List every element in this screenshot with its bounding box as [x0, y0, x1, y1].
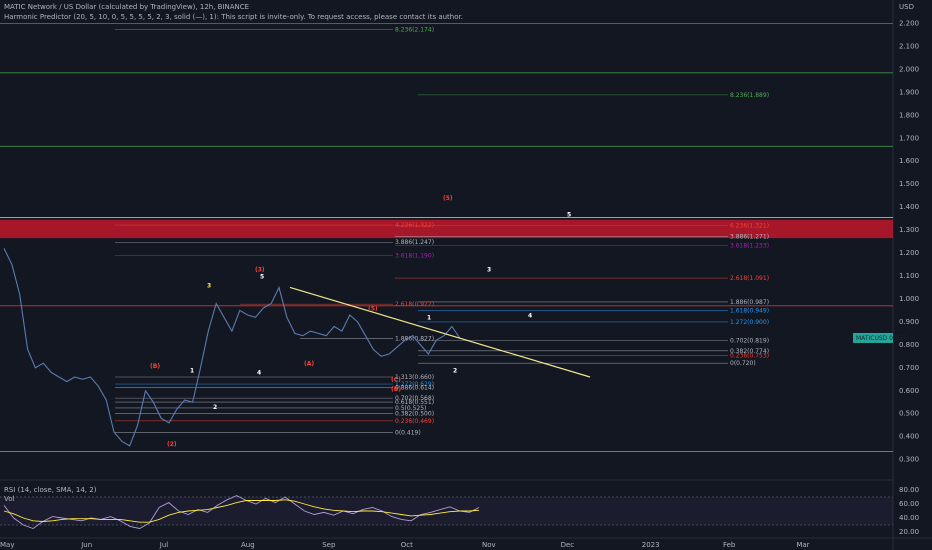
- fib-label: 3.886(1.247): [395, 239, 434, 246]
- fib-label: 1.618(0.949): [730, 308, 769, 315]
- fib-label: 6.236(1.321): [730, 222, 769, 229]
- fib-label: 8.236(1.889): [730, 92, 769, 99]
- fib-label: 0.702(0.568): [395, 395, 434, 402]
- resistance-zone: [0, 219, 893, 239]
- rsi-label: RSI (14, close, SMA, 14, 2): [4, 486, 97, 494]
- fib-label: 3.886(1.271): [730, 234, 769, 241]
- y-tick-label: 0.900: [899, 318, 919, 326]
- wave-label: 1: [190, 367, 194, 374]
- rsi-tick-label: 40.00: [899, 514, 919, 522]
- y-tick-label: 1.800: [899, 111, 919, 119]
- fib-label: 1.272(0.629): [395, 381, 434, 388]
- y-tick-label: 0.800: [899, 341, 919, 349]
- rsi-panel-title: RSI (14, close, SMA, 14, 2) Vol: [4, 486, 96, 504]
- wave-label: (C): [391, 377, 401, 384]
- rsi-tick-label: 80.00: [899, 486, 919, 494]
- wave-label: 2: [453, 367, 457, 374]
- fib-label: 0.618(0.551): [395, 399, 434, 406]
- last-price-tag: [853, 332, 893, 343]
- y-tick-label: 1.600: [899, 157, 919, 165]
- y-tick-label: 0.500: [899, 410, 919, 418]
- wave-label: (B): [150, 363, 160, 370]
- x-tick-label: Jul: [159, 541, 169, 549]
- rsi-tick-label: 60.00: [899, 500, 919, 508]
- x-tick-label: Aug: [241, 541, 255, 549]
- fib-label: 2.618(1.091): [730, 275, 769, 282]
- y-tick-label: 1.300: [899, 226, 919, 234]
- wave-label: 4: [528, 312, 532, 319]
- wave-label: (3): [255, 266, 265, 273]
- wave-label: (5): [443, 195, 453, 202]
- fib-label: 3.618(1.233): [730, 242, 769, 249]
- fib-label: 8.236(2.174): [395, 26, 434, 33]
- wave-label: 1: [427, 315, 431, 322]
- y-tick-label: 1.100: [899, 272, 919, 280]
- wave-label: 3: [487, 266, 491, 273]
- rsi-band: [0, 497, 893, 525]
- wave-label: 2: [213, 404, 217, 411]
- fib-label: 0.886(0.614): [395, 385, 434, 392]
- y-tick-label: 2.200: [899, 19, 919, 27]
- x-tick-label: Oct: [401, 541, 413, 549]
- rsi-tick-label: 20.00: [899, 528, 919, 536]
- rsi-ma-line: [3, 499, 480, 523]
- chart-header: MATIC Network / US Dollar (calculated by…: [4, 2, 463, 22]
- x-tick-label: Feb: [723, 541, 736, 549]
- fib-label: 0.236(0.469): [395, 418, 434, 425]
- x-tick-label: Nov: [482, 541, 496, 549]
- y-tick-label: 0.300: [899, 456, 919, 464]
- y-tick-label: 1.900: [899, 88, 919, 96]
- x-tick-label: Dec: [561, 541, 575, 549]
- vol-label: Vol: [4, 495, 15, 503]
- fib-label: 0(0.720): [730, 360, 756, 367]
- y-tick-label: 2.000: [899, 65, 919, 73]
- y-tick-label: 1.400: [899, 203, 919, 211]
- fib-label: 0.382(0.500): [395, 411, 434, 418]
- wave-label: 5: [567, 211, 571, 218]
- symbol-title: MATIC Network / US Dollar (calculated by…: [4, 3, 250, 11]
- indicator-title: Harmonic Predictor (20, 5, 10, 0, 5, 5, …: [4, 13, 463, 21]
- y-tick-label: 2.100: [899, 42, 919, 50]
- y-tick-label: 1.200: [899, 249, 919, 257]
- fib-label: 1.272(0.900): [730, 319, 769, 326]
- rsi-line: [3, 495, 480, 530]
- wave-label: (5): [368, 305, 378, 312]
- wave-label: (A): [304, 361, 314, 368]
- x-tick-label: Sep: [322, 541, 336, 549]
- y-tick-label: 1.000: [899, 295, 919, 303]
- y-tick-label: 0.700: [899, 364, 919, 372]
- fib-label: 3.618(1.190): [395, 252, 434, 259]
- fib-label: 1.886(0.987): [730, 299, 769, 306]
- last-price-symbol: MATICUSD 0.827: [856, 335, 907, 342]
- trendline: [289, 286, 591, 378]
- wave-label: 4: [257, 370, 261, 377]
- fib-label: 0(0.419): [395, 429, 421, 436]
- x-tick-label: Jun: [80, 541, 92, 549]
- wave-label: (2): [167, 441, 177, 448]
- fib-label: 0.382(0.774): [730, 348, 769, 355]
- fib-label: 1.886(0.827): [395, 336, 434, 343]
- x-tick-label: 2023: [642, 541, 660, 549]
- y-tick-label: 1.700: [899, 134, 919, 142]
- wave-label: 3: [207, 282, 211, 289]
- x-tick-label: May: [0, 541, 14, 549]
- y-tick-label: 1.500: [899, 180, 919, 188]
- fib-label: 0.236(0.753): [730, 353, 769, 360]
- wave-label: 5: [260, 273, 264, 280]
- fib-label: 2.618(0.977): [395, 301, 434, 308]
- fib-label: 1.313(0.660): [395, 374, 434, 381]
- fib-label: 0.702(0.819): [730, 337, 769, 344]
- price-line: [3, 248, 461, 447]
- y-tick-label: 0.400: [899, 433, 919, 441]
- wave-label: (B): [391, 386, 401, 393]
- y-tick-label: 0.600: [899, 387, 919, 395]
- fib-label: 0.5(0.525): [395, 405, 426, 412]
- y-axis-unit: USD: [899, 3, 914, 11]
- x-tick-label: Mar: [796, 541, 809, 549]
